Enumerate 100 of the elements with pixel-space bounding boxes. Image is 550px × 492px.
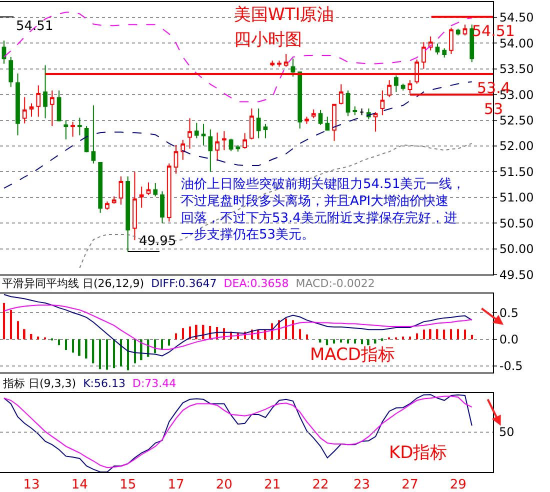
candlestick: [470, 24, 474, 63]
candlestick: [194, 122, 199, 139]
candlestick: [346, 90, 350, 117]
line-series: [79, 142, 472, 268]
candlestick: [387, 80, 392, 98]
candlestick: [236, 144, 240, 152]
chart-title: 指标 日(9,3,3): [3, 377, 76, 390]
annotation: 54.51: [16, 19, 54, 34]
candlestick: [208, 129, 213, 172]
bar: [175, 333, 177, 340]
bar: [10, 310, 12, 340]
annotation: MACD指标: [310, 345, 395, 365]
candlestick: [64, 120, 68, 140]
x-tick-label: 17: [168, 478, 184, 492]
series-label: D:73.44: [132, 377, 176, 390]
candlestick: [352, 106, 358, 116]
text: 四小时图: [234, 30, 302, 50]
candlestick: [325, 116, 330, 132]
text: K:56.13: [83, 377, 126, 390]
bar: [443, 330, 446, 340]
candlestick: [263, 123, 268, 139]
candlestick: [449, 27, 454, 54]
candlestick: [180, 139, 186, 160]
candlestick: [338, 84, 344, 105]
candlestick: [290, 58, 296, 78]
bar: [168, 339, 170, 346]
bar: [464, 330, 466, 340]
candlestick: [174, 144, 178, 174]
bar: [361, 339, 363, 344]
bar: [340, 339, 342, 342]
candlestick: [56, 90, 62, 122]
bar: [457, 329, 459, 340]
annotation: 油价上日险些突破前期关键阻力54.51美元一线，不过尾盘时段多头离场，并且API大增油价快速回落，不过下方53.4美元附近支撑保存完好，进一步支撑仍在53美元。: [181, 176, 466, 243]
bar: [333, 339, 335, 344]
candlestick: [373, 112, 378, 132]
candlestick: [360, 108, 364, 116]
y-tick-label: 51.00: [499, 190, 534, 205]
annotation: KD指标: [389, 443, 448, 463]
candlestick: [43, 64, 48, 119]
chart-title: 平滑异同平均线 日(26,12,9): [2, 277, 144, 290]
y-tick-label: 52.00: [499, 139, 534, 154]
text: MACD:-0.0022: [296, 277, 375, 290]
candlestick: [215, 132, 220, 162]
candlestick: [256, 108, 261, 139]
candlestick: [284, 53, 288, 68]
candlestick: [50, 90, 54, 126]
bar: [30, 334, 32, 340]
candlestick: [160, 190, 164, 224]
candlestick: [132, 171, 137, 241]
candlestick: [304, 116, 309, 124]
candlestick: [126, 176, 130, 252]
candlestick: [8, 56, 14, 88]
x-tick-label: 21: [264, 478, 281, 492]
candlestick: [298, 70, 302, 130]
x-tick-label: 23: [354, 478, 370, 492]
candlestick: [201, 123, 206, 146]
y-tick-label: 0.5: [499, 306, 518, 320]
candlestick: [146, 182, 151, 196]
bar: [72, 339, 74, 353]
y-tick-label: -0.5: [499, 359, 523, 374]
candlestick: [394, 75, 398, 93]
candlestick: [400, 83, 406, 91]
bar: [402, 336, 404, 340]
bar: [450, 329, 452, 340]
text: DIFF:0.3647: [151, 277, 217, 290]
candlestick: [428, 36, 433, 51]
candlestick: [70, 121, 75, 138]
bar: [3, 303, 5, 340]
bar: [354, 339, 356, 344]
x-tick-label: 20: [216, 478, 232, 492]
y-tick-label: 50.00: [499, 242, 534, 256]
bar: [182, 328, 184, 340]
candlestick: [435, 43, 440, 55]
bar: [367, 339, 370, 346]
bar: [17, 321, 19, 340]
candlestick: [311, 109, 316, 119]
bar: [326, 339, 328, 346]
bar: [92, 339, 94, 364]
candlestick: [250, 108, 254, 140]
bar: [416, 333, 418, 340]
chart-title: 美国WTI原油: [234, 5, 334, 25]
bar: [381, 338, 384, 341]
line-series: [3, 81, 472, 189]
candlestick: [36, 84, 41, 118]
x-tick-label: 29: [450, 478, 466, 492]
bar: [189, 326, 191, 340]
bar: [299, 329, 301, 340]
bar: [423, 330, 425, 340]
bar: [436, 329, 438, 340]
bar: [127, 339, 129, 370]
candlestick: [139, 186, 144, 208]
bar: [285, 318, 287, 340]
y-tick-label: 54.00: [499, 36, 534, 50]
x-tick-label: 27: [402, 478, 418, 492]
y-tick-label: 50.50: [499, 216, 534, 230]
bar: [37, 336, 40, 340]
x-tick-label: 13: [23, 478, 40, 492]
candlestick: [332, 103, 336, 142]
candlestick: [442, 48, 447, 58]
candlestick: [270, 60, 275, 67]
